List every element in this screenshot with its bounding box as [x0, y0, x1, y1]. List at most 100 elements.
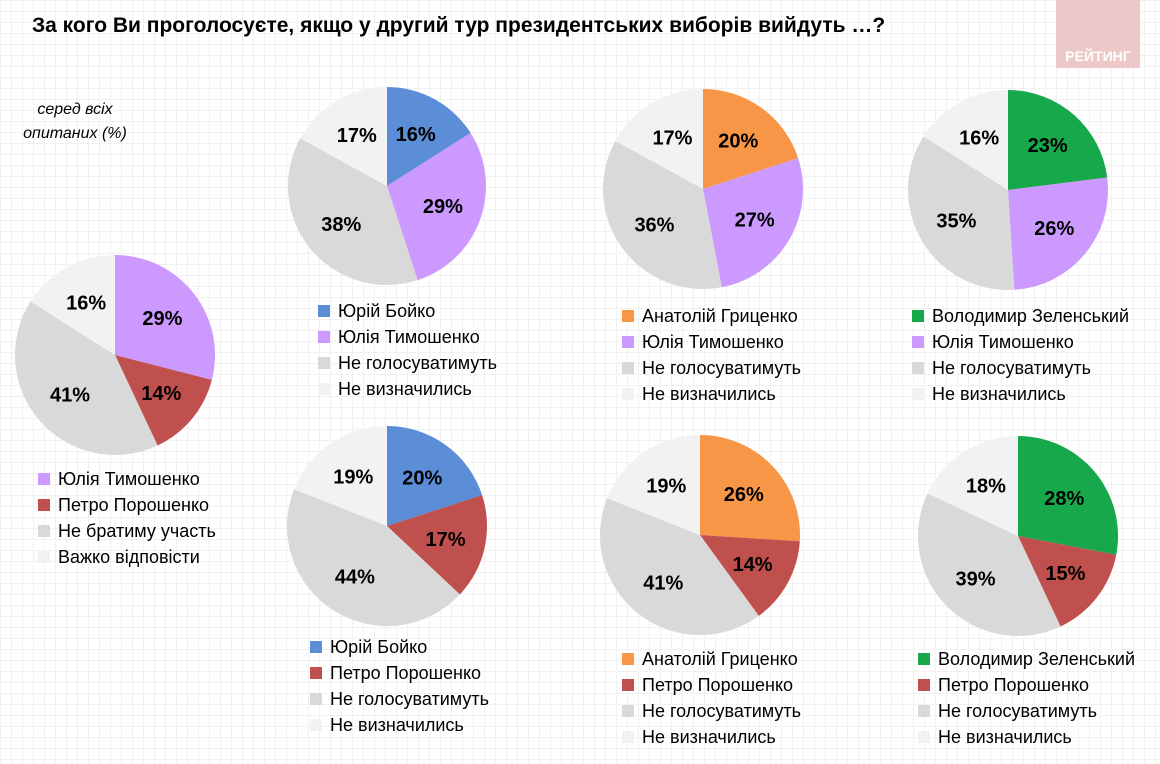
pie-slice	[387, 495, 487, 595]
legend: Володимир Зеленський Петро Порошенко Не го…	[918, 646, 1135, 750]
data-label: 16%	[396, 124, 436, 146]
pie-3: 20% 27% 36% 17%	[602, 89, 804, 290]
pie-slice	[908, 136, 1015, 290]
legend-label: Не визначились	[330, 715, 464, 735]
pie-slice	[1018, 536, 1117, 627]
legend-label: Не визначились	[642, 727, 776, 747]
legend-swatch	[918, 731, 930, 743]
data-label: 41%	[643, 572, 683, 594]
legend-item: Анатолій Гриценко	[622, 646, 801, 672]
legend: Володимир Зеленський Юлія Тимошенко Не гол…	[912, 303, 1129, 407]
data-label: 16%	[66, 292, 106, 314]
legend-label: Не визначились	[642, 384, 776, 404]
legend-label: Юрій Бойко	[338, 301, 436, 321]
data-label: 14%	[141, 383, 181, 405]
legend-item: Юрій Бойко	[310, 634, 489, 660]
data-label: 14%	[733, 554, 773, 576]
legend-label: Не визначились	[932, 384, 1066, 404]
pie-4: 23% 26% 35% 16%	[908, 90, 1108, 290]
legend-swatch	[318, 383, 330, 395]
legend-swatch	[318, 357, 330, 369]
pie-slice	[300, 87, 387, 186]
legend-label: Юрій Бойко	[330, 637, 428, 657]
data-label: 39%	[956, 568, 996, 590]
legend-label: Не визначились	[338, 379, 472, 399]
pie-slice	[615, 89, 703, 189]
data-label: 29%	[142, 308, 182, 330]
legend-item: Не визначились	[622, 724, 801, 750]
legend-item: Петро Порошенко	[310, 660, 489, 686]
data-label: 18%	[966, 475, 1006, 497]
legend-swatch	[318, 331, 330, 343]
logo-text: РЕЙТИНГ	[1065, 48, 1131, 64]
legend-label: Петро Порошенко	[642, 675, 794, 695]
legend-item: Не голосуватимуть	[622, 355, 801, 381]
legend-item: Не голосуватимуть	[918, 698, 1135, 724]
legend-item: Не визначились	[622, 381, 801, 407]
data-label: 20%	[718, 130, 758, 152]
legend-item: Не визначились	[318, 376, 497, 402]
data-label: 17%	[426, 529, 466, 551]
legend-swatch	[622, 310, 634, 322]
legend-swatch	[318, 305, 330, 317]
data-label: 38%	[321, 214, 361, 236]
data-label: 15%	[1045, 563, 1085, 585]
legend-swatch	[622, 336, 634, 348]
legend-label: Анатолій Гриценко	[642, 649, 798, 669]
legend-swatch	[38, 525, 50, 537]
pie-5: 20% 17% 44% 19%	[286, 425, 487, 626]
pie-slice	[115, 255, 215, 380]
pie-slice	[703, 158, 804, 288]
legend-label: Юлія Тимошенко	[932, 332, 1074, 352]
pie-2: 16% 29% 38% 17%	[287, 87, 487, 285]
legend-label: Не голосуватимуть	[338, 353, 497, 373]
legend-label: Не голосуватимуть	[932, 358, 1091, 378]
legend-swatch	[912, 388, 924, 400]
legend-swatch	[912, 310, 924, 322]
legend-item: Петро Порошенко	[38, 492, 216, 518]
legend-label: Не братиму участь	[58, 521, 216, 541]
pie-slice	[115, 355, 212, 446]
legend-item: Володимир Зеленський	[918, 646, 1135, 672]
legend-label: Юлія Тимошенко	[338, 327, 480, 347]
legend-swatch	[622, 679, 634, 691]
pie-slice	[286, 489, 460, 626]
legend-label: Володимир Зеленський	[932, 306, 1130, 326]
pie-slice	[602, 140, 722, 290]
legend-label: Юлія Тимошенко	[642, 332, 784, 352]
pie-slice	[1008, 90, 1108, 190]
legend: Анатолій Гриценко Юлія Тимошенко Не голосу…	[622, 303, 801, 407]
legend-swatch	[918, 653, 930, 665]
legend-item: Важко відповісти	[38, 544, 216, 570]
legend-item: Не визначились	[310, 712, 489, 738]
pie-slice	[927, 436, 1018, 536]
legend-item: Не визначились	[918, 724, 1135, 750]
legend-item: Володимир Зеленський	[912, 303, 1129, 329]
legend-swatch	[310, 719, 322, 731]
legend-swatch	[912, 362, 924, 374]
legend-swatch	[918, 679, 930, 691]
legend-item: Юрій Бойко	[318, 298, 497, 324]
legend-label: Не визначились	[938, 727, 1072, 747]
pie-slice	[700, 535, 800, 616]
pie-slice	[287, 138, 418, 285]
pie-slice	[387, 87, 471, 186]
pie-slice	[703, 89, 799, 189]
legend-swatch	[912, 336, 924, 348]
legend-swatch	[38, 473, 50, 485]
legend-swatch	[310, 693, 322, 705]
legend-item: Не голосуватимуть	[310, 686, 489, 712]
legend-label: Петро Порошенко	[330, 663, 482, 683]
data-label: 26%	[724, 484, 764, 506]
data-label: 41%	[50, 385, 90, 407]
legend-swatch	[622, 705, 634, 717]
data-label: 26%	[1034, 218, 1074, 240]
legend-item: Петро Порошенко	[918, 672, 1135, 698]
data-label: 16%	[959, 127, 999, 149]
legend-swatch	[918, 705, 930, 717]
legend-swatch	[310, 667, 322, 679]
data-label: 29%	[423, 196, 463, 218]
legend-swatch	[622, 362, 634, 374]
pie-slice	[30, 255, 115, 355]
